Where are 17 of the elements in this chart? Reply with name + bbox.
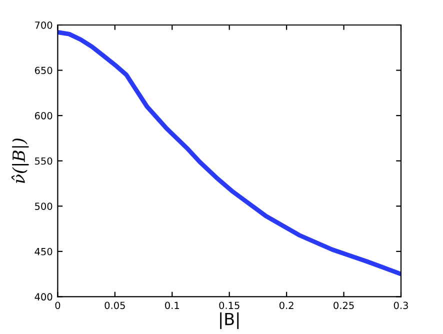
line-series (58, 30, 401, 276)
x-tick-label: 0 (55, 302, 60, 310)
y-tick-label: 650 (34, 66, 52, 74)
y-tick-label: 400 (34, 293, 52, 301)
x-tick-label: 0.05 (104, 302, 125, 310)
x-tick-label: 0.25 (334, 302, 354, 310)
y-tick-label: 450 (34, 248, 52, 256)
y-axis-title: ν̂(|B|) (11, 138, 29, 183)
y-tick-label: 500 (35, 202, 52, 210)
y-tick-label: 600 (34, 112, 52, 120)
y-tick-label: 550 (35, 157, 52, 165)
x-tick-label: 0.15 (219, 302, 240, 310)
x-tick-label: 0.3 (394, 302, 408, 310)
x-axis-title: |B| (220, 312, 239, 330)
y-tick-label: 700 (35, 21, 52, 29)
x-tick-label: 0.2 (279, 302, 294, 310)
x-tick-label: 0.1 (165, 302, 179, 310)
